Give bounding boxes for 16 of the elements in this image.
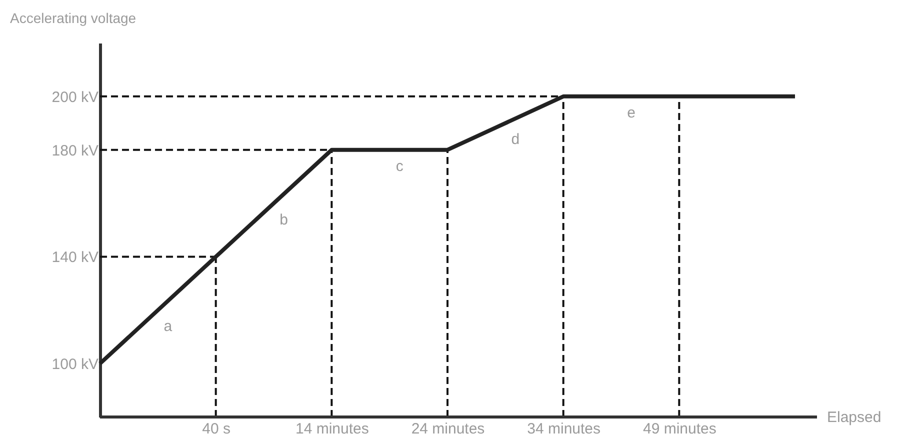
y-tick-label: 140 kV — [52, 249, 98, 266]
y-tick-label: 200 kV — [52, 88, 98, 106]
y-axis-title: Accelerating voltage — [10, 10, 136, 26]
annotation: a — [164, 318, 173, 336]
x-tick-label: 34 minutes — [527, 420, 601, 438]
x-tick-label: 40 s — [202, 420, 231, 438]
annotation: b — [280, 211, 288, 228]
x-tick-label: 49 minutes — [642, 420, 716, 438]
x-axis-title: Elapsed — [827, 409, 882, 426]
annotation: c — [396, 158, 404, 175]
x-tick-label: 24 minutes — [411, 420, 485, 438]
y-tick-label: 180 kV — [52, 142, 98, 160]
y-tick-label: 100 kV — [52, 356, 98, 374]
annotation: e — [627, 104, 636, 122]
annotation: d — [511, 131, 520, 148]
x-tick-label: 14 minutes — [295, 420, 369, 438]
